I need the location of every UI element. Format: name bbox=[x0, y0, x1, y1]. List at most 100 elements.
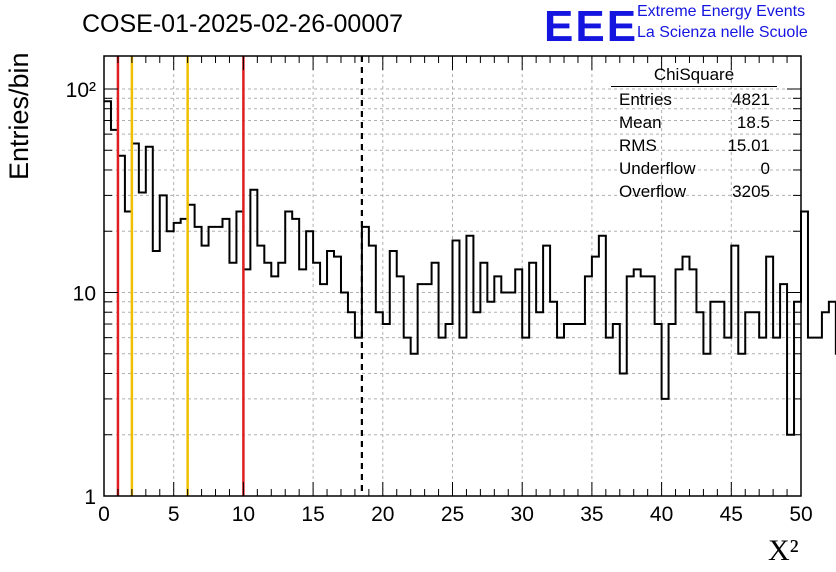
stats-label: RMS bbox=[619, 136, 657, 155]
x-tick-label: 45 bbox=[720, 503, 743, 526]
histogram-bin bbox=[648, 276, 655, 496]
x-axis-label: X² bbox=[768, 534, 799, 567]
histogram-bin bbox=[411, 354, 418, 496]
stats-divider bbox=[611, 86, 777, 87]
histogram-bin bbox=[606, 338, 613, 496]
histogram-bin bbox=[613, 324, 620, 496]
histogram-bin bbox=[529, 263, 536, 496]
histogram-bin bbox=[766, 257, 773, 496]
stats-value: 15.01 bbox=[727, 136, 770, 155]
histogram-bin bbox=[209, 227, 216, 496]
histogram-bin bbox=[683, 257, 690, 496]
x-tick-label: 0 bbox=[98, 503, 110, 526]
chart-title: COSE-01-2025-02-26-00007 bbox=[82, 10, 404, 38]
histogram-bin bbox=[299, 269, 306, 496]
histogram-bin bbox=[216, 227, 223, 496]
histogram-bin bbox=[487, 302, 494, 496]
eee-logo: EEE bbox=[544, 2, 639, 51]
histogram-bin bbox=[822, 312, 829, 496]
histogram-bin bbox=[655, 324, 662, 496]
x-tick-label: 50 bbox=[789, 503, 812, 526]
x-tick-label: 5 bbox=[168, 503, 180, 526]
histogram-bin bbox=[327, 251, 334, 496]
x-tick-label: 20 bbox=[371, 503, 394, 526]
stats-row-mean: Mean 18.5 bbox=[611, 111, 777, 134]
x-tick-label: 10 bbox=[232, 503, 255, 526]
histogram-bin bbox=[557, 338, 564, 496]
histogram-bin bbox=[425, 284, 432, 496]
stats-row-overflow: Overflow 3205 bbox=[611, 180, 777, 203]
histogram-bin bbox=[292, 219, 299, 496]
histogram-bin bbox=[543, 246, 550, 496]
histogram-bin bbox=[627, 276, 634, 496]
histogram-series bbox=[104, 100, 836, 436]
histogram-bin bbox=[439, 338, 446, 496]
stats-value: 4821 bbox=[732, 90, 770, 109]
histogram-bin bbox=[418, 284, 425, 496]
histogram-bin bbox=[703, 354, 710, 496]
histogram-bin bbox=[355, 338, 362, 496]
stats-label: Overflow bbox=[619, 182, 687, 201]
histogram-bin bbox=[480, 263, 487, 496]
histogram-bin bbox=[578, 324, 585, 496]
histogram-bin bbox=[662, 399, 669, 496]
histogram-bin bbox=[738, 354, 745, 496]
stats-label: Entries bbox=[619, 90, 672, 109]
histogram-bin bbox=[571, 324, 578, 496]
histogram-bin bbox=[801, 212, 808, 496]
histogram-bin bbox=[313, 263, 320, 496]
y-tick-label: 1 bbox=[84, 486, 96, 509]
x-tick-label: 35 bbox=[580, 503, 603, 526]
y-tick-label: 10² bbox=[66, 79, 96, 102]
histogram-bin bbox=[264, 263, 271, 496]
stats-label: Mean bbox=[619, 113, 662, 132]
y-tick-label: 10 bbox=[73, 283, 96, 306]
stats-label: Underflow bbox=[619, 159, 696, 178]
histogram-bin bbox=[222, 219, 229, 496]
histogram-bin bbox=[696, 312, 703, 496]
histogram-bin bbox=[515, 269, 522, 496]
stats-box: ChiSquare Entries 4821 Mean 18.5 RMS 15.… bbox=[611, 64, 777, 203]
histogram-bin bbox=[397, 276, 404, 496]
histogram-bin bbox=[773, 338, 780, 496]
logo-subtitle-line2: La Scienza nelle Scuole bbox=[637, 24, 808, 41]
stats-row-entries: Entries 4821 bbox=[611, 88, 777, 111]
histogram-bin bbox=[160, 195, 167, 496]
x-tick-label: 25 bbox=[441, 503, 464, 526]
histogram-bin bbox=[689, 269, 696, 496]
x-tick-label: 15 bbox=[301, 503, 324, 526]
histogram-bin bbox=[745, 312, 752, 496]
histogram-bin bbox=[257, 246, 264, 496]
x-tick-label: 30 bbox=[511, 503, 534, 526]
histogram-bin bbox=[731, 246, 738, 496]
histogram-bin bbox=[676, 269, 683, 496]
histogram-bin bbox=[139, 193, 146, 496]
histogram-bin bbox=[829, 302, 836, 496]
histogram-bin bbox=[334, 257, 341, 496]
histogram-bin bbox=[592, 257, 599, 496]
histogram-bin bbox=[174, 223, 181, 496]
histogram-bin bbox=[620, 373, 627, 496]
histogram-bin bbox=[202, 246, 209, 496]
histogram-bin bbox=[717, 302, 724, 496]
histogram-bin bbox=[634, 269, 641, 496]
histogram-bin bbox=[508, 293, 515, 497]
histogram-bin bbox=[641, 276, 648, 496]
histogram-bin bbox=[536, 312, 543, 496]
histogram-bin bbox=[752, 312, 759, 496]
histogram-bin bbox=[466, 236, 473, 496]
logo-subtitle-line1: Extreme Energy Events bbox=[637, 3, 806, 20]
histogram-bin bbox=[383, 324, 390, 496]
histogram-bin bbox=[473, 312, 480, 496]
histogram-bin bbox=[146, 147, 153, 496]
histogram-bin bbox=[404, 338, 411, 496]
histogram-bin bbox=[320, 284, 327, 496]
histogram-bin bbox=[501, 293, 508, 497]
histogram-bin bbox=[815, 338, 822, 496]
histogram-bin bbox=[278, 263, 285, 496]
histogram-bin bbox=[195, 227, 202, 496]
histogram-bin bbox=[710, 302, 717, 496]
histogram-bin bbox=[522, 338, 529, 496]
histogram-bin bbox=[167, 231, 174, 496]
histogram-bin bbox=[669, 324, 676, 496]
